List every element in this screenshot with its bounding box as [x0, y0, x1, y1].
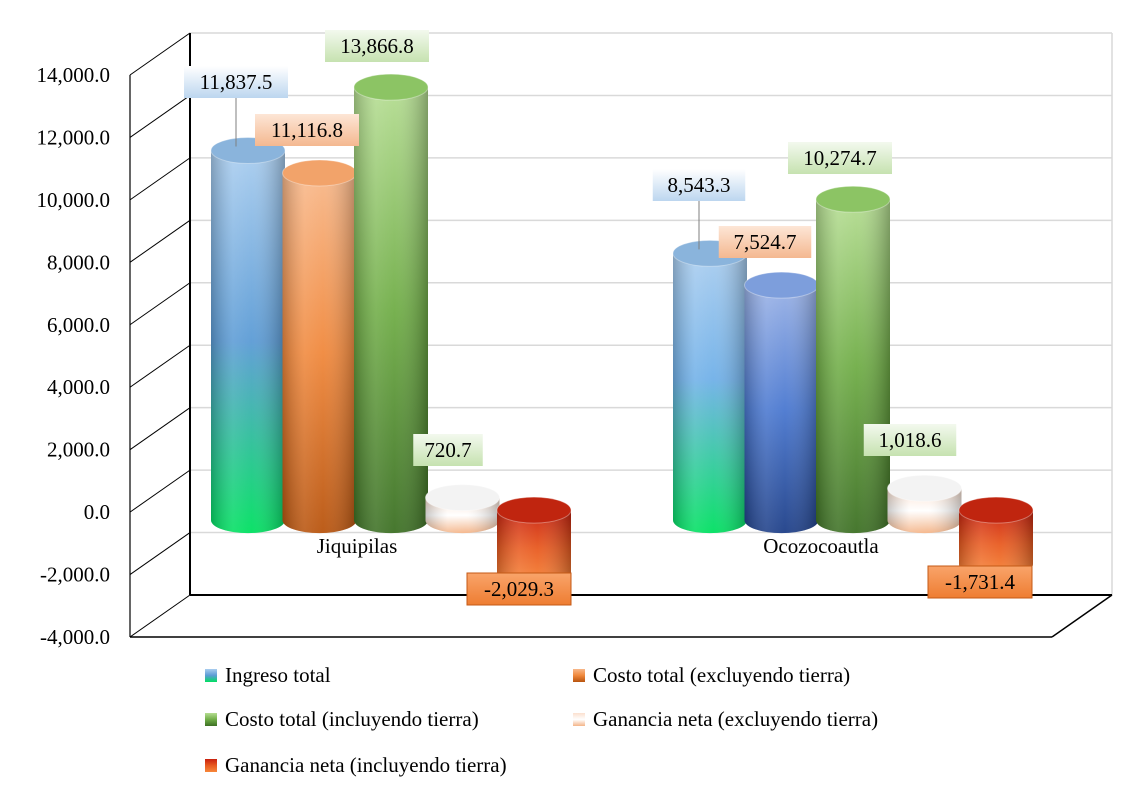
bar-shading	[959, 510, 1033, 578]
data-label-box	[466, 572, 572, 606]
legend-label: Ganancia neta (excluyendo tierra)	[593, 707, 878, 731]
y-tick-label: 10,000.0	[37, 188, 111, 212]
data-label: -1,731.4	[945, 570, 1015, 594]
depth-tick	[129, 282, 191, 326]
data-label: 13,866.8	[340, 34, 414, 58]
x-category-label: Ocozocoautla	[763, 534, 879, 558]
depth-tick	[129, 532, 191, 575]
depth-tick	[129, 157, 191, 201]
depth-tick	[129, 219, 191, 263]
legend-swatch	[573, 669, 585, 682]
bar-top	[353, 73, 429, 101]
legend-swatch	[205, 669, 217, 682]
bar-top	[815, 185, 891, 213]
bar-top	[425, 484, 500, 512]
chart-data-labels: 11,837.5 11,116.8 13,866.8 720.7 -2,029.3 8,5…	[184, 30, 1033, 606]
y-tick-label: -4,000.0	[40, 625, 110, 649]
legend-label: Costo total (excluyendo tierra)	[593, 663, 850, 687]
legend-swatch	[205, 713, 217, 726]
y-tick-label: 8,000.0	[47, 250, 110, 274]
depth-tick	[129, 32, 191, 76]
data-label: -2,029.3	[484, 577, 554, 601]
y-tick-label: 2,000.0	[47, 438, 110, 462]
depth-tick	[129, 594, 191, 638]
y-tick-label: 6,000.0	[47, 313, 110, 337]
data-label: 1,018.6	[879, 428, 942, 452]
depth-tick	[129, 469, 191, 513]
legend-swatch	[205, 759, 217, 772]
legend-label: Ganancia neta (incluyendo tierra)	[225, 753, 507, 777]
data-label: 11,116.8	[271, 118, 343, 142]
chart-axes: -4,000.0 -2,000.0 0.0 2,000.0 4,000.0 6,000.0…	[37, 32, 1113, 649]
bar-top	[887, 474, 962, 502]
chart-legend: Ingreso total Costo total (excluyendo tie…	[205, 663, 878, 777]
bar-shading	[497, 510, 571, 587]
bar-shading	[211, 150, 285, 534]
y-tick-label: 4,000.0	[47, 375, 110, 399]
depth-tick	[129, 95, 191, 138]
bar-shading	[673, 253, 747, 534]
bar-top	[282, 159, 357, 187]
data-label-box	[413, 434, 483, 466]
data-label-box	[325, 30, 429, 62]
data-label-box	[652, 169, 746, 201]
data-label: 8,543.3	[668, 173, 731, 197]
data-label-box	[184, 66, 288, 98]
data-label: 11,837.5	[200, 70, 273, 94]
data-label: 720.7	[424, 438, 471, 462]
data-label-box	[927, 565, 1033, 599]
data-label-box	[718, 226, 812, 258]
bar-top	[958, 496, 1034, 524]
bar-shading	[282, 173, 357, 534]
data-label-box	[788, 142, 892, 174]
legend-label: Costo total (incluyendo tierra)	[225, 707, 479, 731]
bar-top	[496, 496, 572, 524]
legend-swatch	[573, 713, 585, 726]
y-tick-label: 12,000.0	[37, 125, 111, 149]
y-tick-label: 0.0	[84, 500, 110, 524]
depth-tick	[129, 407, 191, 451]
y-tick-label: 14,000.0	[37, 63, 111, 87]
bar-shading	[744, 285, 819, 534]
data-label: 7,524.7	[734, 230, 797, 254]
floor-right-edge	[1051, 594, 1113, 638]
bar-shading	[816, 199, 890, 534]
data-label-box	[863, 424, 957, 456]
depth-tick	[129, 344, 191, 388]
y-tick-label: -2,000.0	[40, 563, 110, 587]
x-category-label: Jiquipilas	[317, 534, 398, 558]
chart-bars	[210, 73, 1034, 587]
data-label-box	[255, 114, 359, 146]
bar-top	[744, 271, 819, 299]
legend-label: Ingreso total	[225, 663, 331, 687]
data-label: 10,274.7	[803, 146, 877, 170]
bar-shading	[354, 87, 428, 534]
